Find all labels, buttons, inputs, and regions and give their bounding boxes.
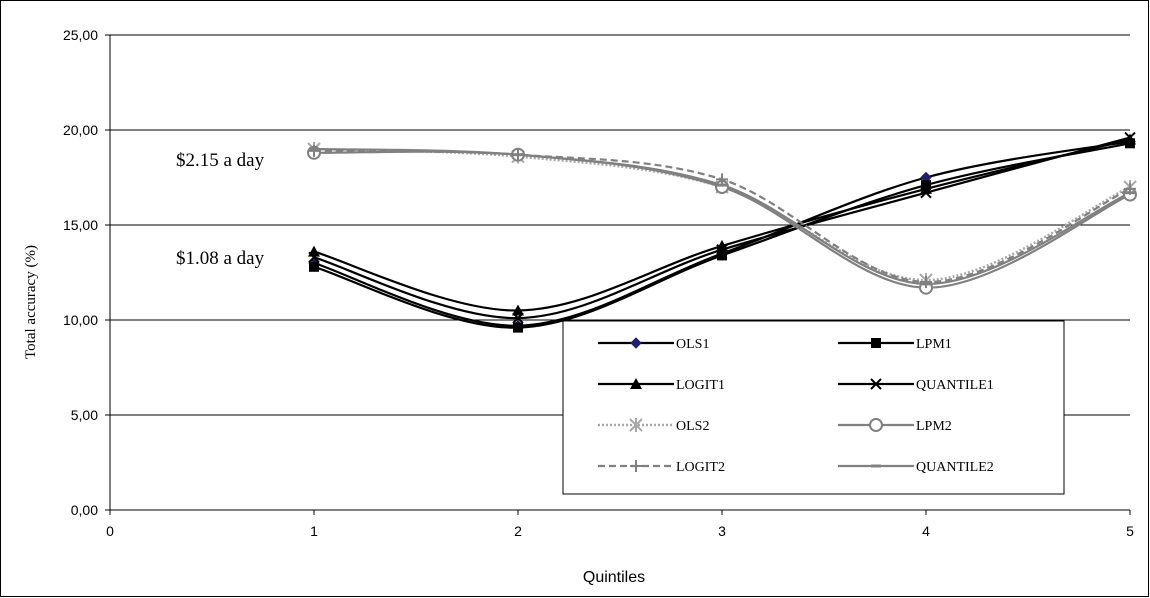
legend-marker-ols1 bbox=[630, 337, 642, 349]
x-tick-label: 5 bbox=[1126, 523, 1134, 539]
point-logit1-1-shape bbox=[308, 245, 320, 257]
legend-marker-ols2 bbox=[629, 418, 643, 432]
point-quantile1-5 bbox=[1124, 131, 1136, 144]
point-quantile2-3-shape bbox=[717, 183, 727, 187]
series-line-ols2 bbox=[313, 147, 1131, 282]
point-quantile1-3 bbox=[716, 243, 728, 256]
y-tick-label: 15,00 bbox=[63, 217, 98, 233]
legend-label-ols1: OLS1 bbox=[676, 337, 709, 352]
point-lpm1-2-shape bbox=[513, 322, 523, 333]
legend-marker-logit1-shape bbox=[630, 378, 642, 389]
point-quantile1-2 bbox=[512, 312, 524, 324]
y-tick-label: 25,00 bbox=[63, 27, 98, 43]
point-quantile2-5-shape bbox=[1125, 191, 1135, 195]
x-tick-label: 1 bbox=[310, 523, 318, 539]
point-logit1-4-shape bbox=[920, 182, 932, 194]
y-axis-label: Total accuracy (%) bbox=[23, 245, 39, 359]
legend-item-lpm1: LPM1 bbox=[838, 337, 952, 352]
legend-marker-logit2 bbox=[630, 460, 642, 472]
series-line-lpm2 bbox=[313, 150, 1131, 289]
point-logit1-4 bbox=[920, 182, 932, 194]
legend-item-quantile2: QUANTILE2 bbox=[838, 460, 994, 475]
legend-marker-lpm2-shape bbox=[869, 418, 883, 432]
point-logit2-4-shape bbox=[920, 276, 932, 288]
legend-marker-ols2-shape bbox=[629, 418, 643, 432]
point-quantile1-1 bbox=[308, 251, 320, 264]
legend-marker-logit1 bbox=[630, 378, 642, 389]
point-logit1-2-shape bbox=[512, 304, 524, 316]
point-lpm1-1 bbox=[309, 261, 319, 272]
point-quantile2-1 bbox=[309, 147, 319, 151]
legend-item-quantile1: QUANTILE1 bbox=[838, 378, 994, 393]
point-logit1-3 bbox=[716, 239, 728, 251]
point-logit2-4 bbox=[920, 276, 932, 288]
legend-label-lpm1: LPM1 bbox=[916, 337, 952, 352]
point-quantile2-4-shape bbox=[921, 282, 931, 286]
point-quantile2-1-shape bbox=[309, 147, 319, 151]
point-logit2-3-shape bbox=[716, 173, 728, 186]
legend-marker-quantile1-shape bbox=[870, 378, 882, 390]
legend: OLS1 LPM1 LOGIT1 QUANTILE1 OLS2 LPM2 LOGIT2 QUA… bbox=[562, 320, 1065, 495]
legend-marker-ols1-shape bbox=[630, 337, 642, 349]
annotation-2-15-a-day: $2.15 a day bbox=[176, 150, 265, 171]
point-logit2-1 bbox=[308, 144, 320, 157]
point-quantile1-1-shape bbox=[308, 251, 320, 264]
point-lpm1-3 bbox=[717, 250, 727, 261]
legend-item-logit1: LOGIT1 bbox=[598, 378, 725, 393]
point-logit2-1-shape bbox=[308, 144, 320, 157]
legend-label-logit1: LOGIT1 bbox=[676, 378, 725, 393]
legend-label-quantile1: QUANTILE1 bbox=[916, 378, 994, 393]
x-tick-label: 0 bbox=[106, 523, 114, 539]
point-logit1-2 bbox=[512, 304, 524, 316]
point-lpm1-2 bbox=[513, 322, 523, 333]
legend-marker-quantile2-shape bbox=[871, 464, 881, 468]
annotation-1-08-a-day: $1.08 a day bbox=[176, 248, 265, 269]
x-tick-label: 3 bbox=[718, 523, 726, 539]
legend-marker-lpm1 bbox=[871, 338, 881, 348]
x-tick-label: 4 bbox=[922, 523, 930, 539]
point-quantile2-3 bbox=[717, 183, 727, 187]
point-quantile1-5-shape bbox=[1124, 131, 1136, 144]
y-tick-label: 10,00 bbox=[63, 312, 98, 328]
point-quantile1-4-shape bbox=[920, 186, 932, 199]
y-tick-label: 5,00 bbox=[71, 407, 98, 423]
point-quantile1-2-shape bbox=[512, 312, 524, 324]
point-quantile1-4 bbox=[920, 186, 932, 199]
legend-item-logit2: LOGIT2 bbox=[598, 460, 725, 475]
point-lpm1-3-shape bbox=[717, 250, 727, 261]
series-line-quantile1 bbox=[313, 136, 1131, 320]
legend-marker-lpm2 bbox=[869, 418, 883, 432]
point-quantile2-4 bbox=[921, 282, 931, 286]
point-quantile1-3-shape bbox=[716, 243, 728, 256]
point-logit1-1 bbox=[308, 245, 320, 257]
legend-item-lpm2: LPM2 bbox=[838, 418, 952, 434]
series-lines bbox=[313, 136, 1131, 329]
legend-label-logit2: LOGIT2 bbox=[676, 460, 725, 475]
y-tick-label: 20,00 bbox=[63, 122, 98, 138]
y-tick-label: 0,00 bbox=[71, 502, 98, 518]
legend-label-ols2: OLS2 bbox=[676, 419, 709, 434]
point-lpm1-1-shape bbox=[309, 261, 319, 272]
legend-item-ols2: OLS2 bbox=[598, 418, 709, 434]
point-quantile2-2 bbox=[513, 153, 523, 157]
x-axis-label: Quintiles bbox=[583, 569, 645, 586]
legend-marker-quantile2 bbox=[871, 464, 881, 468]
legend-label-lpm2: LPM2 bbox=[916, 419, 952, 434]
axes bbox=[105, 34, 1131, 515]
legend-marker-logit2-shape bbox=[630, 460, 642, 472]
legend-marker-quantile1 bbox=[870, 378, 882, 390]
legend-item-ols1: OLS1 bbox=[598, 337, 709, 352]
point-logit1-3-shape bbox=[716, 239, 728, 251]
point-logit2-3 bbox=[716, 173, 728, 186]
y-tick-labels: 0,00 5,00 10,00 15,00 20,00 25,00 bbox=[63, 27, 98, 518]
point-quantile2-2-shape bbox=[513, 153, 523, 157]
x-tick-label: 2 bbox=[514, 523, 522, 539]
point-quantile2-5 bbox=[1125, 191, 1135, 195]
legend-label-quantile2: QUANTILE2 bbox=[916, 460, 994, 475]
legend-marker-lpm1-shape bbox=[871, 338, 881, 348]
series-markers bbox=[307, 131, 1137, 333]
x-tick-labels: 0 1 2 3 4 5 bbox=[106, 523, 1134, 539]
